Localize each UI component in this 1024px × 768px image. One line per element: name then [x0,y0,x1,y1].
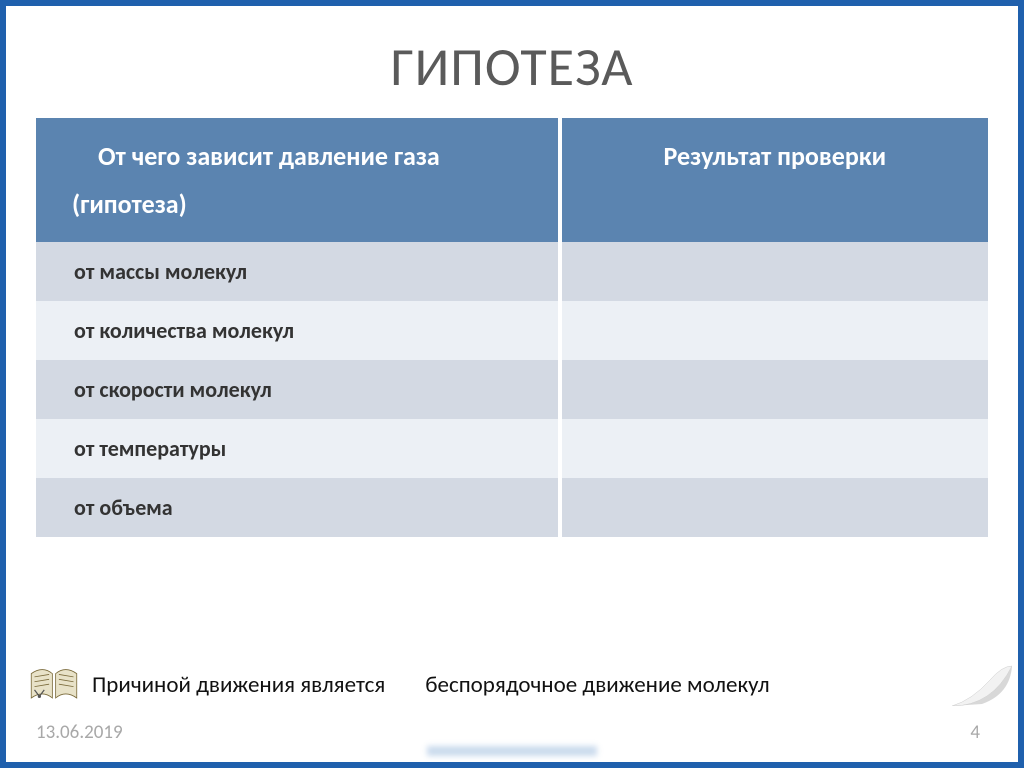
caption-right: беспорядочное движение молекул [425,671,769,699]
caption-left: Причиной движения является [92,671,385,699]
hypothesis-table: От чего зависит давление газа (гипотеза)… [36,118,988,537]
cell-hypothesis: от количества молекул [36,301,560,360]
slide-frame: ГИПОТЕЗА От чего зависит давление газа (… [0,0,1024,768]
page-curl-icon [952,646,1012,706]
footer-page-number: 4 [970,721,980,744]
header-col1-line2: (гипотеза) [72,188,187,220]
footer-date: 13.06.2019 [36,721,123,744]
table-row: от скорости молекул [36,360,988,419]
cell-result [560,242,988,301]
cell-result [560,360,988,419]
cell-hypothesis: от массы молекул [36,242,560,301]
cell-hypothesis: от объема [36,478,560,537]
table-header-row: От чего зависит давление газа (гипотеза)… [36,118,988,242]
cell-result [560,419,988,478]
table: От чего зависит давление газа (гипотеза)… [36,118,988,537]
table-row: от количества молекул [36,301,988,360]
header-col-hypothesis: От чего зависит давление газа (гипотеза) [36,118,560,242]
bottom-caption: Причиной движения является беспорядочное… [6,664,1018,706]
cell-result [560,301,988,360]
cell-hypothesis: от скорости молекул [36,360,560,419]
table-row: от объема [36,478,988,537]
cell-hypothesis: от температуры [36,419,560,478]
book-icon [28,664,80,706]
table-row: от температуры [36,419,988,478]
table-row: от массы молекул [36,242,988,301]
slide-title: ГИПОТЕЗА [6,34,1018,100]
bottom-decoration [427,746,597,756]
header-col-result: Результат проверки [560,118,988,242]
cell-result [560,478,988,537]
header-col1-line1: От чего зависит давление газа [72,132,440,180]
